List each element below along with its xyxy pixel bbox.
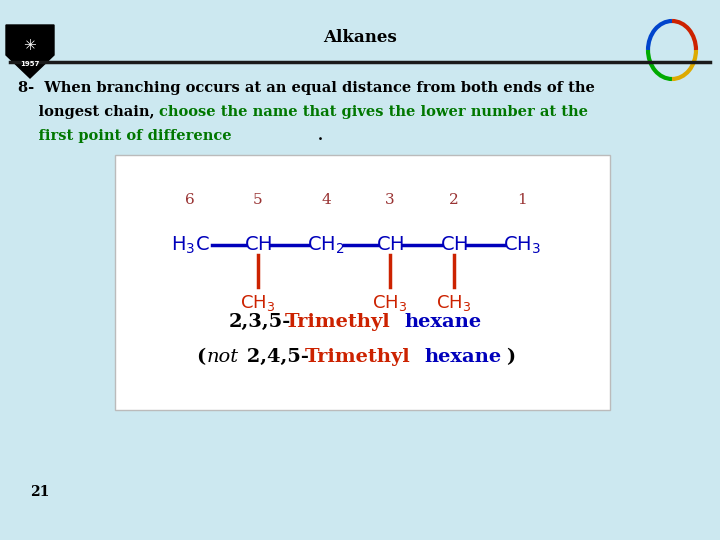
Text: 8-  When branching occurs at an equal distance from both ends of the: 8- When branching occurs at an equal dis… bbox=[18, 81, 595, 95]
Text: $\mathsf{CH}$: $\mathsf{CH}$ bbox=[244, 235, 272, 254]
Text: 2: 2 bbox=[449, 193, 459, 207]
Text: $\mathsf{CH_2}$: $\mathsf{CH_2}$ bbox=[307, 234, 345, 255]
Text: 2,3,5-: 2,3,5- bbox=[229, 313, 292, 331]
Text: $\mathsf{CH}$: $\mathsf{CH}$ bbox=[376, 235, 404, 254]
Text: Trimethyl: Trimethyl bbox=[285, 313, 391, 331]
Text: $\mathsf{CH_3}$: $\mathsf{CH_3}$ bbox=[372, 293, 408, 313]
Text: hexane: hexane bbox=[404, 313, 481, 331]
Text: Alkanes: Alkanes bbox=[323, 29, 397, 45]
Text: $\mathsf{CH_3}$: $\mathsf{CH_3}$ bbox=[503, 234, 541, 255]
Text: 1: 1 bbox=[517, 193, 527, 207]
Text: $\mathsf{CH_3}$: $\mathsf{CH_3}$ bbox=[240, 293, 276, 313]
Text: 5: 5 bbox=[253, 193, 263, 207]
Text: 2,4,5-: 2,4,5- bbox=[240, 348, 309, 366]
FancyBboxPatch shape bbox=[115, 155, 610, 410]
Text: not: not bbox=[207, 348, 239, 366]
Text: $\mathsf{CH}$: $\mathsf{CH}$ bbox=[440, 235, 468, 254]
Text: 6: 6 bbox=[185, 193, 195, 207]
Text: $\mathsf{H_3C}$: $\mathsf{H_3C}$ bbox=[171, 234, 210, 255]
Text: 21: 21 bbox=[30, 485, 50, 499]
Text: ): ) bbox=[506, 348, 515, 366]
Text: 3: 3 bbox=[385, 193, 395, 207]
Text: hexane: hexane bbox=[424, 348, 501, 366]
Text: $\mathsf{CH_3}$: $\mathsf{CH_3}$ bbox=[436, 293, 472, 313]
Polygon shape bbox=[6, 25, 54, 78]
Text: choose the name that gives the lower number at the: choose the name that gives the lower num… bbox=[159, 105, 588, 119]
Text: longest chain,: longest chain, bbox=[18, 105, 160, 119]
Text: 1957: 1957 bbox=[20, 61, 40, 67]
Text: .: . bbox=[318, 129, 323, 143]
Text: first point of difference: first point of difference bbox=[18, 129, 232, 143]
Text: ✳: ✳ bbox=[24, 37, 37, 52]
Text: 4: 4 bbox=[321, 193, 331, 207]
Text: (: ( bbox=[196, 348, 205, 366]
Text: Trimethyl: Trimethyl bbox=[305, 348, 410, 366]
